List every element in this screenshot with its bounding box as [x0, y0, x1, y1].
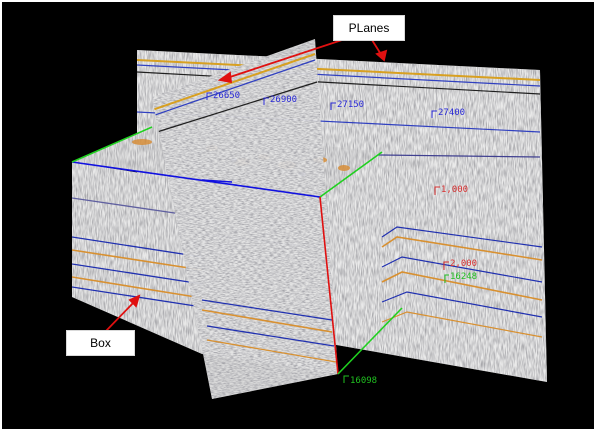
crossline-label-16248: 16248	[450, 272, 477, 282]
crossline-label-16098: 16098	[350, 376, 377, 386]
inline-label-27400: 27400	[438, 108, 465, 118]
box-edges	[71, 126, 403, 375]
label-ticks	[206, 92, 449, 383]
callout-arrows	[104, 39, 388, 333]
time-label-2000: 2,000	[450, 259, 477, 269]
box-callout: Box	[66, 330, 135, 356]
inline-label-26900: 26900	[270, 95, 297, 105]
axis-labels: 26650 26900 27150 27400 1,000 2,000 1624…	[213, 91, 477, 386]
planes-callout: PLanes	[333, 15, 405, 41]
time-label-1000: 1,000	[441, 185, 468, 195]
inline-label-27150: 27150	[337, 100, 364, 110]
inline-label-26650: 26650	[213, 91, 240, 101]
